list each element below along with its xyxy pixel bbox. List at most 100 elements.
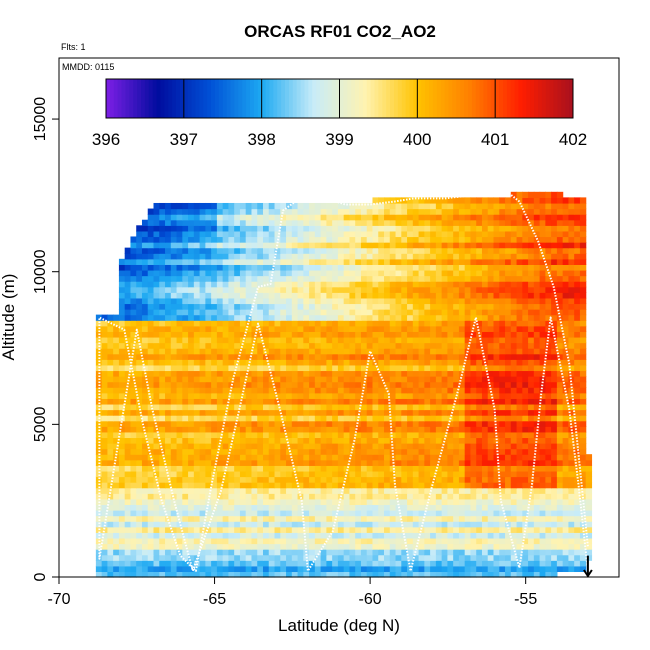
heatmap-cell xyxy=(251,253,258,260)
heatmap-cell xyxy=(199,331,206,338)
heatmap-cell xyxy=(332,443,339,450)
heatmap-cell xyxy=(366,398,374,405)
heatmap-cell xyxy=(499,297,506,305)
heatmap-cell xyxy=(337,420,345,427)
heatmap-cell xyxy=(579,560,587,567)
heatmap-cell xyxy=(211,292,218,299)
heatmap-cell xyxy=(574,314,581,321)
heatmap-cell xyxy=(326,314,333,321)
heatmap-cell xyxy=(464,297,472,305)
heatmap-cell xyxy=(487,247,495,254)
heatmap-cell xyxy=(407,331,414,338)
heatmap-cell xyxy=(193,381,201,388)
heatmap-cell xyxy=(303,364,310,372)
heatmap-cell xyxy=(303,459,310,466)
heatmap-cell xyxy=(216,286,224,293)
heatmap-cell xyxy=(101,504,108,511)
heatmap-cell xyxy=(124,336,132,344)
heatmap-cell xyxy=(245,521,253,528)
heatmap-cell xyxy=(332,521,339,528)
heatmap-cell xyxy=(303,526,310,533)
heatmap-cell xyxy=(332,415,339,422)
heatmap-cell xyxy=(481,565,489,573)
heatmap-cell xyxy=(505,331,512,338)
heatmap-cell xyxy=(407,297,414,305)
heatmap-cell xyxy=(297,348,304,355)
heatmap-cell xyxy=(522,303,529,310)
heatmap-cell xyxy=(159,487,166,494)
heatmap-cell xyxy=(297,448,304,455)
heatmap-cell xyxy=(464,264,472,271)
heatmap-cell xyxy=(107,470,114,478)
heatmap-cell xyxy=(251,560,258,567)
heatmap-cell xyxy=(372,454,379,461)
heatmap-cell xyxy=(464,515,472,522)
heatmap-cell xyxy=(505,409,512,416)
heatmap-cell xyxy=(574,376,581,383)
heatmap-cell xyxy=(545,264,552,271)
heatmap-cell xyxy=(159,253,166,260)
heatmap-cell xyxy=(286,392,293,399)
heatmap-cell xyxy=(384,370,391,377)
heatmap-cell xyxy=(216,376,224,383)
heatmap-cell xyxy=(257,431,264,439)
heatmap-cell xyxy=(528,353,535,360)
heatmap-cell xyxy=(441,532,448,539)
heatmap-cell xyxy=(389,493,397,500)
heatmap-cell xyxy=(533,549,541,556)
heatmap-cell xyxy=(262,498,270,506)
heatmap-cell xyxy=(453,325,460,332)
heatmap-cell xyxy=(257,426,264,433)
heatmap-cell xyxy=(113,493,120,500)
heatmap-cell xyxy=(372,359,379,366)
heatmap-cell xyxy=(130,437,137,444)
heatmap-cell xyxy=(435,348,443,355)
heatmap-cell xyxy=(332,565,339,573)
heatmap-cell xyxy=(205,537,212,545)
heatmap-cell xyxy=(239,426,247,433)
heatmap-cell xyxy=(170,314,178,321)
heatmap-cell xyxy=(320,309,327,316)
heatmap-cell xyxy=(107,392,114,399)
heatmap-cell xyxy=(101,465,108,472)
heatmap-cell xyxy=(153,409,160,416)
heatmap-cell xyxy=(493,381,500,388)
heatmap-cell xyxy=(222,359,230,366)
heatmap-cell xyxy=(320,381,327,388)
heatmap-cell xyxy=(435,448,443,455)
heatmap-cell xyxy=(280,303,287,310)
heatmap-cell xyxy=(389,409,397,416)
heatmap-cell xyxy=(297,426,304,433)
heatmap-cell xyxy=(165,381,172,388)
heatmap-cell xyxy=(107,431,114,439)
heatmap-cell xyxy=(579,426,587,433)
heatmap-cell xyxy=(257,264,264,271)
heatmap-cell xyxy=(562,443,570,450)
heatmap-cell xyxy=(430,565,437,573)
heatmap-cell xyxy=(430,342,437,349)
heatmap-cell xyxy=(314,331,322,338)
heatmap-cell xyxy=(228,275,235,282)
heatmap-cell xyxy=(395,470,402,478)
heatmap-cell xyxy=(165,470,172,478)
heatmap-cell xyxy=(545,247,552,254)
heatmap-cell xyxy=(130,454,137,461)
heatmap-cell xyxy=(407,286,414,293)
heatmap-cell xyxy=(505,314,512,321)
heatmap-cell xyxy=(136,314,143,321)
heatmap-cell xyxy=(286,264,293,271)
heatmap-cell xyxy=(389,309,397,316)
heatmap-cell xyxy=(234,437,241,444)
heatmap-cell xyxy=(510,398,518,405)
heatmap-cell xyxy=(262,275,270,282)
heatmap-cell xyxy=(533,376,541,383)
heatmap-cell xyxy=(326,504,333,511)
heatmap-cell xyxy=(211,415,218,422)
heatmap-cell xyxy=(412,431,420,439)
heatmap-cell xyxy=(378,526,385,533)
heatmap-cell xyxy=(389,376,397,383)
heatmap-cell xyxy=(199,286,206,293)
heatmap-cell xyxy=(366,331,374,338)
heatmap-cell xyxy=(251,292,258,299)
heatmap-cell xyxy=(441,320,448,327)
